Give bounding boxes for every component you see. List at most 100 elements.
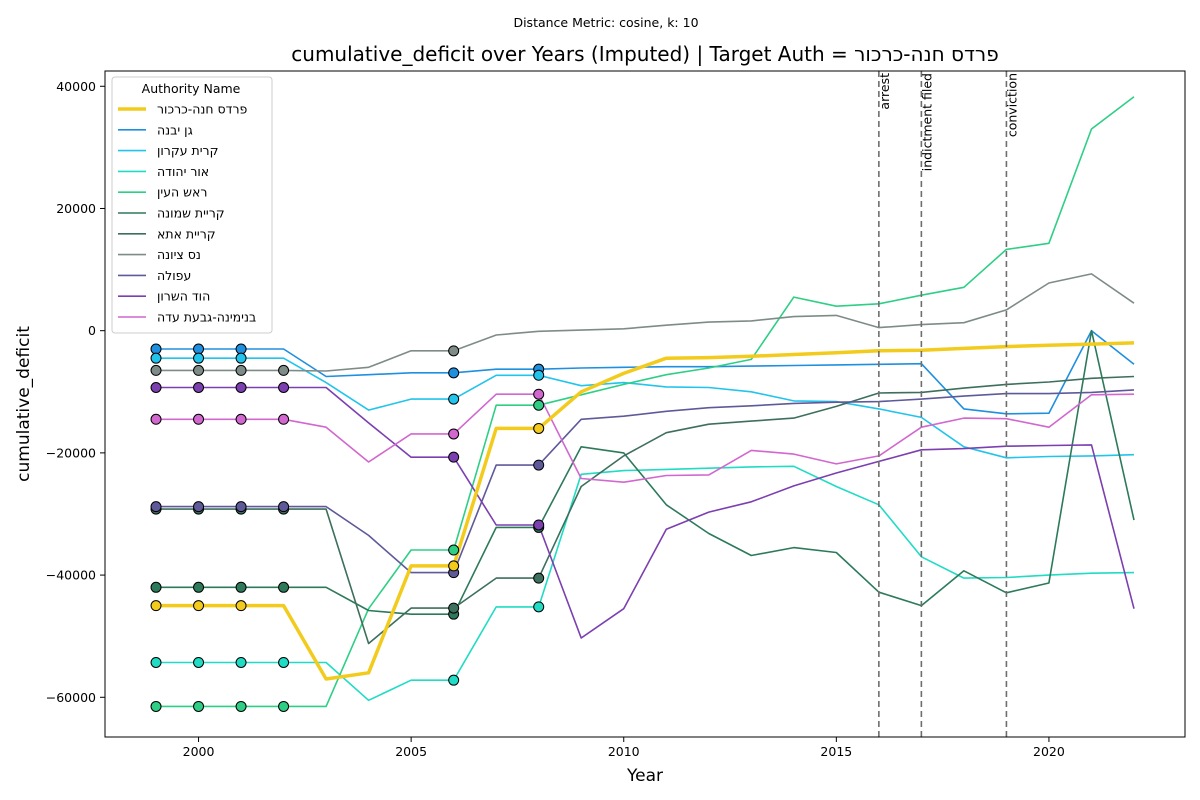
x-tick-label: 2010 [608, 744, 640, 759]
imputed-point [193, 700, 205, 712]
imputed-point [150, 382, 162, 394]
imputed-point [235, 501, 247, 513]
imputed-point [533, 422, 545, 434]
imputed-point [235, 581, 247, 593]
plot-area: arrest indictment filed conviction [150, 71, 1135, 737]
plot-frame [104, 70, 1186, 738]
imputed-point [278, 501, 290, 513]
y-tick-label: 0 [88, 323, 96, 338]
imputed-point [278, 581, 290, 593]
series-line [156, 389, 1135, 574]
imputed-point [278, 656, 290, 668]
legend-label: בנימינה-גבעת עדה [157, 310, 256, 325]
imputed-point [193, 343, 205, 355]
series-line [156, 375, 1135, 645]
x-axis: 2000 2005 2010 2015 2020 [183, 737, 1065, 759]
event-label: arrest [877, 73, 892, 110]
series-line [156, 329, 1135, 616]
imputed-point [150, 600, 162, 612]
imputed-point [448, 560, 460, 572]
legend-label: אור יהודה [157, 164, 209, 179]
imputed-point [278, 382, 290, 394]
imputed-point [193, 501, 205, 513]
imputed-point [235, 364, 247, 376]
legend-label: גן יבנה [157, 122, 193, 137]
imputed-point [193, 352, 205, 364]
chart-suptitle: Distance Metric: cosine, k: 10 [513, 15, 698, 30]
imputed-point [193, 364, 205, 376]
imputed-point [235, 352, 247, 364]
imputed-point [448, 367, 460, 379]
legend-label: קרית עקרון [157, 143, 218, 158]
y-tick-label: −60000 [46, 690, 96, 705]
y-axis: −60000 −40000 −20000 0 20000 40000 [46, 79, 105, 705]
legend-label: עפולה [157, 268, 191, 283]
imputed-point [150, 581, 162, 593]
legend-label: פרדס חנה-כרכור [157, 102, 248, 117]
series-line [156, 96, 1135, 708]
y-tick-label: −20000 [46, 445, 96, 460]
imputed-point [533, 399, 545, 411]
series-line [156, 465, 1135, 702]
imputed-point [533, 369, 545, 381]
legend-box [111, 76, 273, 334]
imputed-point [235, 600, 247, 612]
imputed-point [150, 364, 162, 376]
imputed-point [150, 656, 162, 668]
series-line [156, 357, 1135, 459]
event-label: conviction [1004, 73, 1019, 137]
imputed-point [235, 382, 247, 394]
imputed-point [193, 600, 205, 612]
legend-label: נס ציונה [157, 247, 201, 262]
imputed-point [193, 656, 205, 668]
series-line [156, 341, 1135, 681]
imputed-point [278, 413, 290, 425]
imputed-point [235, 656, 247, 668]
y-tick-label: −40000 [46, 568, 96, 583]
legend-label: ראש העין [157, 185, 207, 200]
imputed-point [235, 343, 247, 355]
imputed-point [533, 601, 545, 613]
series-line [156, 329, 1135, 415]
legend-label: קריית שמונה [157, 206, 225, 221]
imputed-point [235, 700, 247, 712]
imputed-point [150, 352, 162, 364]
imputed-point [150, 700, 162, 712]
imputed-point [533, 572, 545, 584]
x-tick-label: 2020 [1033, 744, 1065, 759]
imputed-point [448, 602, 460, 614]
x-tick-label: 2015 [820, 744, 852, 759]
x-tick-label: 2005 [395, 744, 427, 759]
imputed-point [278, 364, 290, 376]
series-line [156, 393, 1135, 484]
imputed-point [448, 451, 460, 463]
y-tick-label: 40000 [56, 79, 96, 94]
event-label: indictment filed [919, 73, 934, 171]
imputed-point [448, 428, 460, 440]
imputed-point [448, 674, 460, 686]
imputed-point [150, 501, 162, 513]
series-line [156, 386, 1135, 639]
imputed-point [235, 413, 247, 425]
imputed-point [448, 345, 460, 357]
legend-title: Authority Name [142, 81, 241, 96]
imputed-point [533, 388, 545, 400]
x-axis-label: Year [626, 766, 663, 786]
imputed-point [150, 343, 162, 355]
series-line [156, 273, 1135, 372]
x-tick-label: 2000 [183, 744, 215, 759]
imputed-point [533, 459, 545, 471]
legend: Authority Name פרדס חנה-כרכור גן יבנה קרית… [111, 76, 273, 334]
y-tick-label: 20000 [56, 201, 96, 216]
imputed-point [533, 519, 545, 531]
imputed-point [448, 544, 460, 556]
imputed-point [193, 581, 205, 593]
imputed-point [150, 413, 162, 425]
y-axis-label: cumulative_deficit [14, 326, 34, 482]
legend-label: הוד השרון [157, 289, 210, 304]
legend-label: קריית אתא [157, 226, 216, 241]
imputed-point [448, 393, 460, 405]
imputed-point [193, 413, 205, 425]
imputed-point [193, 382, 205, 394]
